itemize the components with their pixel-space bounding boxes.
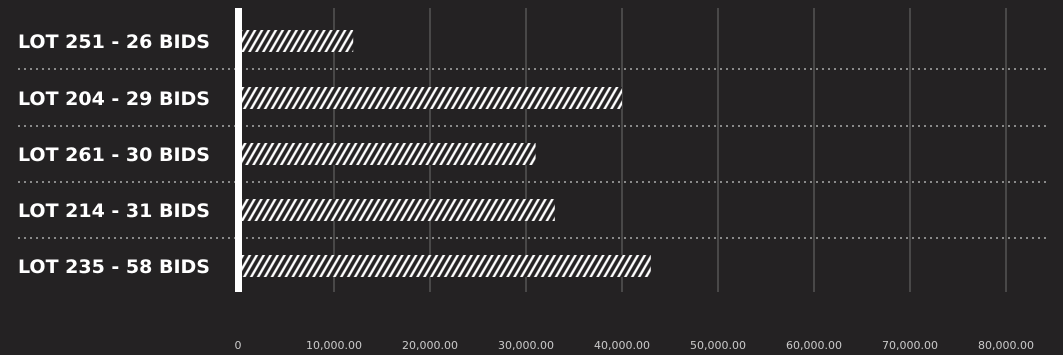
bar-3	[242, 199, 555, 221]
bars	[242, 30, 651, 277]
bar-0	[242, 30, 354, 52]
category-label-1: LOT 204 - 29 BIDS	[18, 88, 210, 110]
category-label-0: LOT 251 - 26 BIDS	[18, 31, 210, 53]
y-axis	[235, 8, 242, 292]
row-separators	[18, 68, 1050, 239]
bar-2	[242, 143, 536, 165]
x-tick-label-1: 10,000.00	[306, 339, 362, 352]
x-tick-label-6: 60,000.00	[786, 339, 842, 352]
x-tick-label-5: 50,000.00	[690, 339, 746, 352]
category-label-2: LOT 261 - 30 BIDS	[18, 144, 210, 166]
x-tick-label-2: 20,000.00	[402, 339, 458, 352]
category-labels: LOT 251 - 26 BIDS LOT 204 - 29 BIDS LOT 26…	[18, 31, 210, 278]
x-tick-labels: 0 10,000.00 20,000.00 30,000.00 40,000.00 50,…	[235, 339, 1034, 352]
bar-4	[242, 255, 651, 277]
x-tick-label-3: 30,000.00	[498, 339, 554, 352]
x-tick-label-8: 80,000.00	[978, 339, 1034, 352]
x-tick-label-7: 70,000.00	[882, 339, 938, 352]
category-label-3: LOT 214 - 31 BIDS	[18, 200, 210, 222]
x-tick-label-0: 0	[235, 339, 242, 352]
category-label-4: LOT 235 - 58 BIDS	[18, 256, 210, 278]
x-tick-label-4: 40,000.00	[594, 339, 650, 352]
bar-1	[242, 87, 622, 109]
y-axis-line	[235, 8, 242, 292]
